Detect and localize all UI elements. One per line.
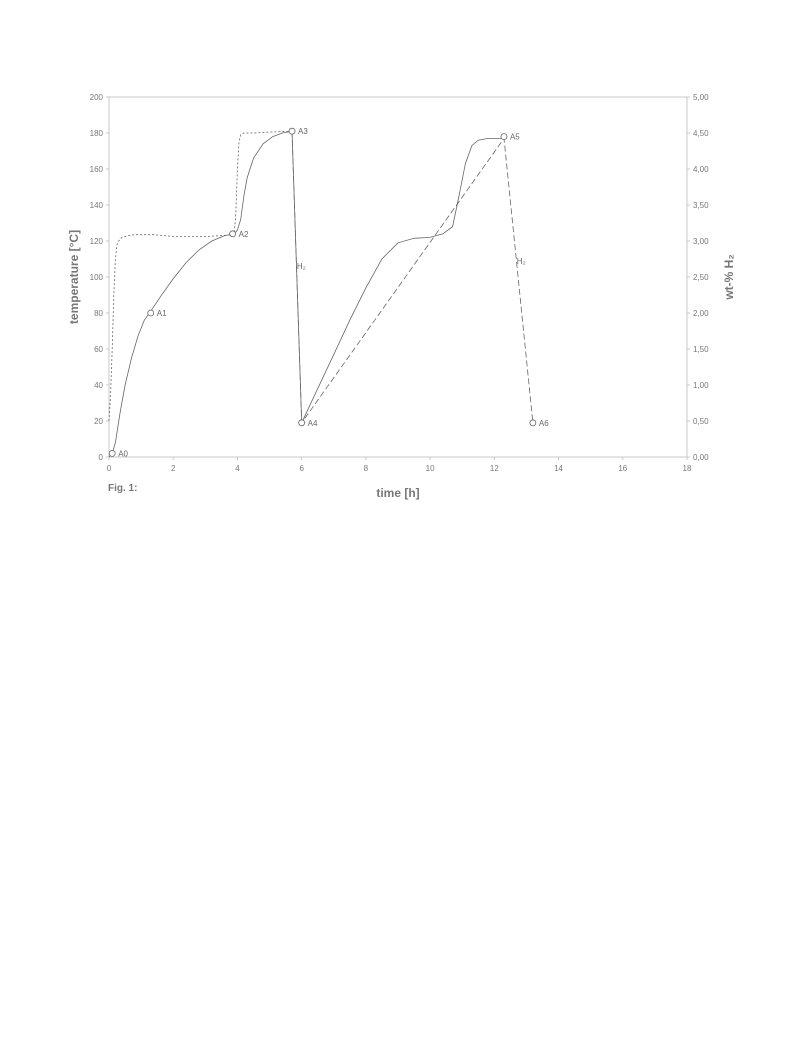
x-tick-label: 18 [683,464,692,473]
y-tick-label: 80 [94,309,103,318]
plot-area [108,96,688,458]
y2-tick-label: 3,00 [693,237,709,246]
point-label: A1 [157,309,167,318]
point-marker [229,230,237,238]
series-line-dotted [108,130,293,422]
series-line-solid [108,130,504,458]
series-line-dashed [291,131,534,424]
x-tick-label: 0 [107,464,112,473]
y2-tick-label: 2,00 [693,309,709,318]
y2-tick-label: 0,00 [693,453,709,462]
y2-tick-label: 1,50 [693,345,709,354]
annotation-label: H₂ [517,257,526,266]
y-tick-label: 180 [90,129,104,138]
point-marker [500,133,508,141]
point-marker [529,419,537,427]
y-axis-ticks: 0 20 40 60 80 100 120 140 160 180 200 [90,93,109,462]
x-tick-label: 6 [299,464,304,473]
point-marker [288,127,296,135]
points-layer: A0 A1 A2 A3 A4 A5 A6 [108,127,549,458]
x-tick-label: 16 [618,464,627,473]
y-tick-label: 0 [99,453,104,462]
y2-tick-label: 1,00 [693,381,709,390]
y2-axis-ticks: 0,00 0,50 1,00 1,50 2,00 2,50 3,00 3,50 4,00 4,50… [687,93,709,462]
x-axis-ticks: 0 2 4 6 8 10 12 14 16 18 [107,457,692,473]
x-tick-label: 2 [171,464,176,473]
point-label: A0 [118,449,128,458]
y-tick-label: 140 [90,201,104,210]
x-tick-label: 14 [554,464,563,473]
x-tick-label: 8 [364,464,369,473]
y2-tick-label: 4,50 [693,129,709,138]
point-marker [147,309,155,317]
x-axis-title: time [h] [376,486,419,500]
y2-axis-title: wt-% H₂ [722,254,736,300]
y-axis-title: temperature [°C] [67,230,81,324]
point-marker [108,449,116,457]
annotation-layer: H₂ H₂ [297,257,526,271]
y-tick-label: 60 [94,345,103,354]
point-label: A5 [510,133,520,142]
y2-tick-label: 4,00 [693,165,709,174]
y-tick-label: 20 [94,417,103,426]
annotation-label: H₂ [297,262,306,271]
y2-tick-label: 3,50 [693,201,709,210]
y2-tick-label: 2,50 [693,273,709,282]
figure-label: Fig. 1: [108,483,138,494]
point-label: A4 [308,419,318,428]
point-label: A3 [298,127,308,136]
y-tick-label: 40 [94,381,103,390]
point-label: A2 [239,230,249,239]
y2-tick-label: 0,50 [693,417,709,426]
y2-tick-label: 5,00 [693,93,709,102]
point-marker [298,419,306,427]
y-tick-label: 200 [90,93,104,102]
y-tick-label: 160 [90,165,104,174]
y-tick-label: 120 [90,237,104,246]
x-tick-label: 10 [426,464,435,473]
x-tick-label: 4 [235,464,240,473]
point-label: A6 [539,419,549,428]
y-tick-label: 100 [90,273,104,282]
series-layer [108,130,534,458]
x-tick-label: 12 [490,464,499,473]
